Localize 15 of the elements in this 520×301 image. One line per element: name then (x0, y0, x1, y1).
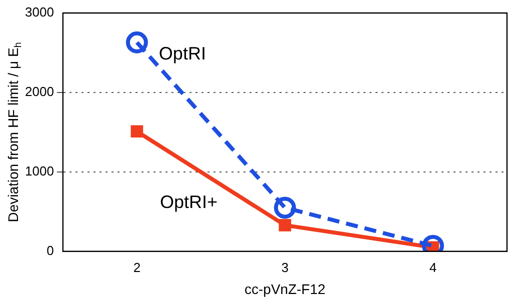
y-tick-label: 2000 (25, 84, 54, 100)
series-label: OptRI (158, 43, 206, 64)
y-axis-title: Deviation from HF limit / μ Eh (4, 42, 24, 222)
x-tick-label: 4 (429, 260, 437, 275)
y-tick-label: 0 (46, 242, 54, 258)
x-axis-title: cc-pVnZ-F12 (244, 280, 326, 297)
series-label: OptRI+ (160, 192, 218, 212)
x-tick-label: 3 (281, 260, 289, 275)
y-tick-label: 3000 (25, 4, 54, 20)
point (278, 219, 292, 232)
point (274, 196, 296, 219)
x-tick-label: 2 (133, 260, 141, 275)
point (126, 31, 148, 54)
y-tick-label: 1000 (25, 164, 54, 179)
point (130, 125, 144, 138)
